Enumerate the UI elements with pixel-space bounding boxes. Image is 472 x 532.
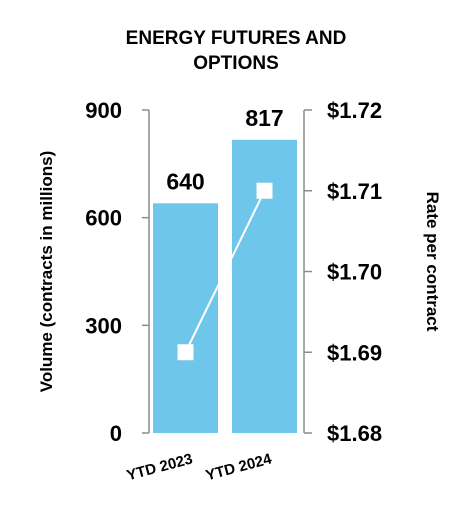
labels: 640 817 0 300 600 900 $1.68 $1.69 $1.70 $1.71 $1.7… xyxy=(37,98,442,484)
left-axis-title: Volume (contracts in millions) xyxy=(37,151,56,393)
chart-title-line-2: OPTIONS xyxy=(193,53,279,74)
line-series xyxy=(177,182,273,361)
category-label-2: YTD 2024 xyxy=(204,450,274,484)
bar-data-label-2: 817 xyxy=(245,105,283,131)
bar-1 xyxy=(153,203,218,433)
chart-title: ENERGY FUTURES AND OPTIONS xyxy=(0,26,472,76)
left-tick-label-2: 600 xyxy=(85,206,122,231)
rate-marker-2 xyxy=(256,182,273,199)
right-tick-label-3: $1.71 xyxy=(327,179,382,204)
right-tick-label-4: $1.72 xyxy=(327,98,382,123)
rate-line xyxy=(184,190,266,353)
left-tick-label-0: 0 xyxy=(110,421,122,446)
bar-series xyxy=(153,139,297,433)
rate-marker-1 xyxy=(177,344,194,361)
chart-title-line-1: ENERGY FUTURES AND xyxy=(125,28,347,49)
right-tick-label-2: $1.70 xyxy=(327,260,382,285)
category-label-1: YTD 2023 xyxy=(125,450,195,484)
right-axis-title: Rate per contract xyxy=(423,192,442,332)
axes xyxy=(142,109,312,434)
left-tick-label-3: 900 xyxy=(85,98,122,123)
right-tick-label-1: $1.69 xyxy=(327,340,382,365)
bar-data-label-1: 640 xyxy=(166,168,204,194)
left-tick-label-1: 300 xyxy=(85,313,122,338)
right-tick-label-0: $1.68 xyxy=(327,421,382,446)
